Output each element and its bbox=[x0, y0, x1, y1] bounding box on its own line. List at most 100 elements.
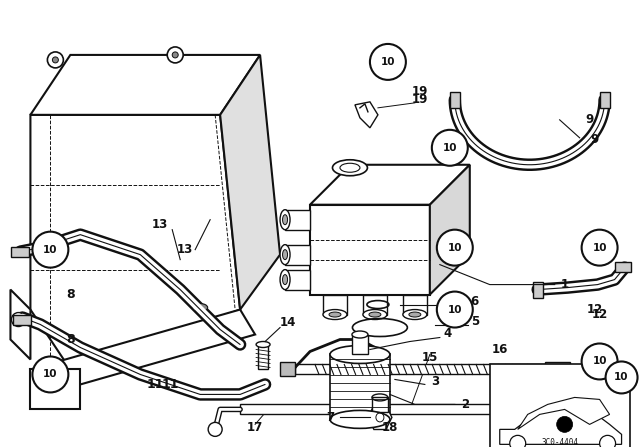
Text: 13: 13 bbox=[152, 218, 168, 231]
Polygon shape bbox=[372, 397, 388, 413]
Circle shape bbox=[167, 47, 183, 63]
Ellipse shape bbox=[333, 160, 367, 176]
Polygon shape bbox=[31, 370, 81, 409]
Circle shape bbox=[33, 232, 68, 267]
Circle shape bbox=[437, 292, 473, 327]
Text: 11: 11 bbox=[147, 378, 164, 391]
Ellipse shape bbox=[282, 250, 287, 260]
Polygon shape bbox=[545, 362, 570, 376]
Polygon shape bbox=[285, 210, 310, 230]
Text: 10: 10 bbox=[593, 243, 607, 253]
Text: 12: 12 bbox=[591, 308, 608, 321]
Text: 10: 10 bbox=[443, 143, 457, 153]
Text: 3C0-4404: 3C0-4404 bbox=[541, 438, 578, 447]
Text: 16: 16 bbox=[492, 343, 508, 356]
Text: 13: 13 bbox=[177, 243, 193, 256]
Polygon shape bbox=[220, 55, 280, 310]
Polygon shape bbox=[258, 345, 268, 370]
Text: 7: 7 bbox=[326, 411, 334, 424]
Text: 17: 17 bbox=[247, 421, 263, 434]
Circle shape bbox=[33, 357, 68, 392]
Text: 10: 10 bbox=[593, 357, 607, 366]
Ellipse shape bbox=[403, 310, 427, 319]
Circle shape bbox=[582, 344, 618, 379]
Text: 15: 15 bbox=[422, 351, 438, 364]
Circle shape bbox=[370, 44, 406, 80]
Polygon shape bbox=[285, 270, 310, 289]
Circle shape bbox=[52, 57, 58, 63]
Polygon shape bbox=[363, 295, 387, 314]
Text: 4: 4 bbox=[444, 327, 452, 340]
Circle shape bbox=[47, 52, 63, 68]
Text: 9: 9 bbox=[591, 134, 599, 146]
Circle shape bbox=[172, 52, 178, 58]
Text: 18: 18 bbox=[381, 421, 398, 434]
Text: 8: 8 bbox=[66, 288, 75, 301]
Polygon shape bbox=[500, 405, 621, 444]
Text: 10: 10 bbox=[43, 245, 58, 254]
Ellipse shape bbox=[352, 331, 368, 338]
Polygon shape bbox=[280, 362, 295, 376]
Ellipse shape bbox=[329, 312, 341, 317]
Bar bbox=[532, 282, 543, 297]
Circle shape bbox=[509, 435, 525, 448]
Polygon shape bbox=[310, 165, 470, 205]
Polygon shape bbox=[323, 295, 347, 314]
Ellipse shape bbox=[363, 310, 387, 319]
Bar bbox=[600, 92, 609, 108]
Polygon shape bbox=[240, 405, 530, 414]
Text: 6: 6 bbox=[470, 295, 479, 308]
Polygon shape bbox=[31, 115, 240, 370]
Circle shape bbox=[437, 230, 473, 266]
Text: 10: 10 bbox=[614, 372, 629, 383]
Text: 10: 10 bbox=[447, 305, 462, 314]
Bar bbox=[13, 314, 31, 324]
Circle shape bbox=[12, 313, 26, 327]
Ellipse shape bbox=[323, 310, 347, 319]
Circle shape bbox=[582, 230, 618, 266]
Ellipse shape bbox=[280, 210, 290, 230]
Text: 19: 19 bbox=[412, 93, 428, 106]
Circle shape bbox=[432, 130, 468, 166]
Circle shape bbox=[600, 435, 616, 448]
Polygon shape bbox=[285, 245, 310, 265]
Polygon shape bbox=[368, 405, 392, 430]
Ellipse shape bbox=[256, 341, 270, 348]
Polygon shape bbox=[31, 55, 260, 115]
Bar bbox=[490, 365, 630, 448]
Text: 10: 10 bbox=[43, 370, 58, 379]
Text: 14: 14 bbox=[280, 316, 296, 329]
Polygon shape bbox=[310, 205, 430, 295]
Bar bbox=[614, 262, 630, 271]
Ellipse shape bbox=[282, 215, 287, 225]
Ellipse shape bbox=[280, 245, 290, 265]
Text: 11: 11 bbox=[161, 378, 179, 391]
Ellipse shape bbox=[409, 312, 421, 317]
Ellipse shape bbox=[330, 410, 390, 428]
Text: 8: 8 bbox=[66, 333, 75, 346]
Text: 5: 5 bbox=[470, 315, 479, 328]
Ellipse shape bbox=[340, 163, 360, 172]
Ellipse shape bbox=[193, 304, 207, 311]
Polygon shape bbox=[10, 289, 31, 359]
Polygon shape bbox=[430, 165, 470, 295]
Ellipse shape bbox=[280, 270, 290, 289]
Text: 2: 2 bbox=[461, 398, 469, 411]
Text: 9: 9 bbox=[586, 113, 594, 126]
Circle shape bbox=[208, 422, 222, 436]
Circle shape bbox=[528, 405, 538, 414]
Polygon shape bbox=[403, 295, 427, 314]
Circle shape bbox=[524, 401, 541, 418]
Text: 19: 19 bbox=[412, 86, 428, 99]
Text: 3: 3 bbox=[431, 375, 439, 388]
Bar bbox=[12, 247, 29, 257]
Bar bbox=[450, 92, 460, 108]
Ellipse shape bbox=[282, 275, 287, 284]
Circle shape bbox=[557, 416, 573, 432]
Polygon shape bbox=[355, 102, 378, 128]
Polygon shape bbox=[330, 354, 390, 419]
Text: 1: 1 bbox=[561, 278, 569, 291]
Text: 10: 10 bbox=[381, 57, 395, 67]
Ellipse shape bbox=[330, 345, 390, 363]
Polygon shape bbox=[295, 365, 545, 375]
